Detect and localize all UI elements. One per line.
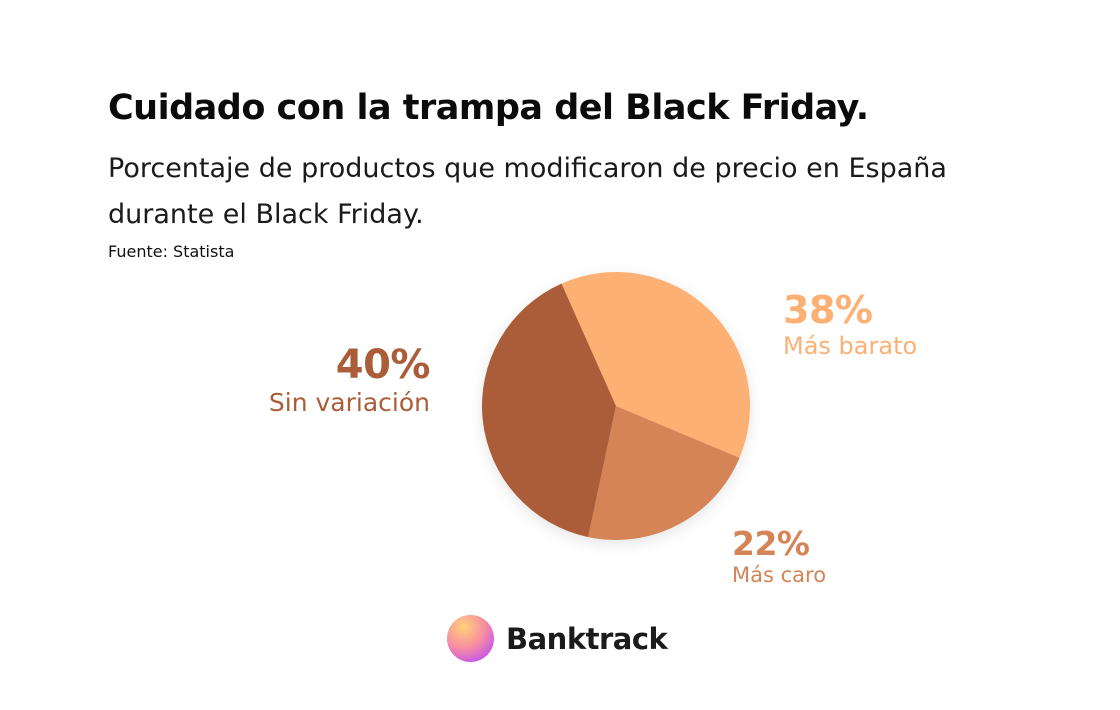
label-sin-variacion: 40% Sin variación	[268, 342, 431, 417]
value-label-sin-variacion: 40%	[335, 342, 431, 388]
category-label-sin-variacion: Sin variación	[268, 388, 430, 417]
label-mas-caro: 22% Más caro	[732, 524, 826, 587]
value-label-mas-caro: 22%	[732, 524, 810, 563]
chart-title: Cuidado con la trampa del Black Friday.	[108, 88, 869, 128]
source-note: Fuente: Statista	[108, 242, 235, 261]
brand-name: Banktrack	[506, 621, 668, 656]
slice-mas-barato	[561, 271, 751, 458]
brand-logo: Banktrack	[447, 615, 668, 662]
value-label-mas-barato: 38%	[783, 288, 873, 332]
slice-sin-variacion	[481, 283, 616, 538]
gradient-circle-icon	[447, 615, 494, 662]
category-label-mas-barato: Más barato	[783, 332, 918, 360]
chart-subtitle: Porcentaje de productos que modificaron …	[108, 153, 947, 230]
category-label-mas-caro: Más caro	[732, 563, 827, 587]
label-mas-barato: 38% Más barato	[783, 288, 917, 360]
slice-mas-caro	[588, 406, 740, 540]
